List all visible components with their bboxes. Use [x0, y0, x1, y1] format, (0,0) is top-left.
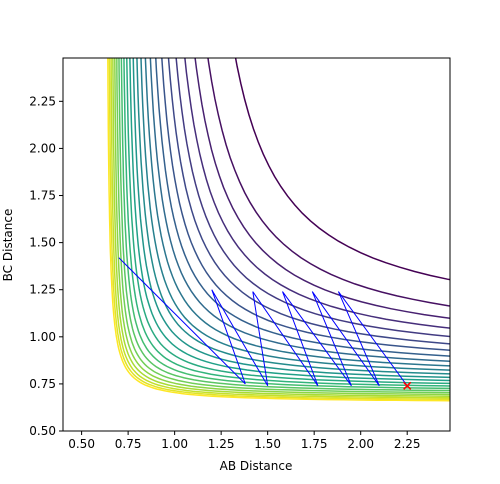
x-tick-label: 1.75: [301, 437, 328, 451]
y-tick-label: 1.75: [29, 189, 56, 203]
x-tick-label: 0.75: [115, 437, 142, 451]
x-tick-label: 1.00: [161, 437, 188, 451]
y-tick-label: 2.00: [29, 141, 56, 155]
contour-line: [118, 58, 450, 392]
x-tick-label: 2.00: [347, 437, 374, 451]
contour-line: [132, 58, 450, 379]
contour-line: [108, 58, 450, 401]
contour-line: [129, 58, 450, 382]
contour-line: [175, 58, 450, 338]
y-tick-label: 2.25: [29, 94, 56, 108]
contour-line: [155, 58, 450, 357]
contour-line: [123, 58, 450, 387]
y-tick-label: 0.50: [29, 424, 56, 438]
y-tick-label: 1.50: [29, 236, 56, 250]
x-tick-label: 1.25: [208, 437, 235, 451]
contour-line: [126, 58, 450, 385]
x-tick-label: 1.50: [254, 437, 281, 451]
x-tick-label: 2.25: [394, 437, 421, 451]
contour-line: [116, 58, 450, 394]
x-axis-label: AB Distance: [220, 459, 293, 473]
contour-line: [184, 58, 450, 329]
y-axis-label: BC Distance: [1, 209, 15, 282]
trajectory-line: [118, 257, 408, 387]
x-axis: 0.50 0.75 1.00 1.25 1.50 1.75 2.00 2.25: [68, 431, 421, 451]
y-tick-label: 0.75: [29, 377, 56, 391]
contour-line: [140, 58, 450, 371]
y-tick-label: 1.00: [29, 330, 56, 344]
contour-line: [120, 58, 450, 390]
contour-line: [234, 58, 450, 281]
end-marker-stroke: [403, 381, 412, 390]
contour-line: [161, 58, 450, 351]
contour-line: [136, 58, 450, 375]
contour-line: [167, 58, 450, 345]
contour-line: [112, 58, 450, 397]
contour-lines: [107, 58, 450, 402]
contour-line: [110, 58, 450, 399]
trajectory: [118, 257, 412, 390]
contour-line: [194, 58, 450, 320]
end-marker: [403, 381, 412, 390]
contour-line: [149, 58, 450, 362]
plot-frame: [62, 57, 451, 432]
y-tick-label: 1.25: [29, 283, 56, 297]
contour-line: [207, 58, 450, 307]
x-tick-label: 0.50: [68, 437, 95, 451]
contour-line: [107, 58, 450, 402]
y-axis: 0.50 0.75 1.00 1.25 1.50 1.75 2.00 2.25: [29, 94, 63, 438]
contour-line: [114, 58, 450, 396]
contour-line: [144, 58, 450, 367]
